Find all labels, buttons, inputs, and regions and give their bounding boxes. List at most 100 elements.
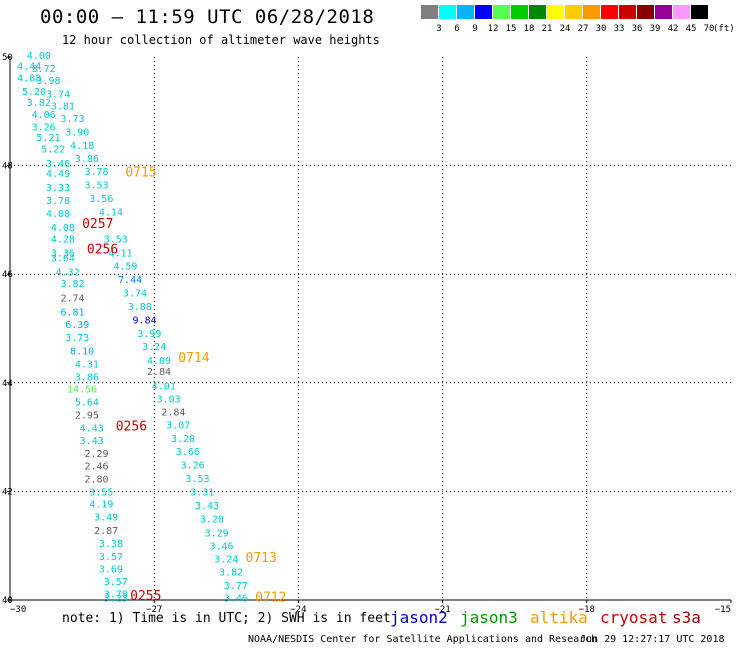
color-scale-label: 70 <box>703 24 715 34</box>
wave-height-value: 3.57 <box>99 552 123 563</box>
pass-time-label: 0713 <box>246 551 277 566</box>
wave-height-value: 4.88 <box>17 73 41 84</box>
x-tick-label: −21 <box>434 605 450 615</box>
wave-height-value: 3.78 <box>84 167 108 178</box>
wave-height-value: 3.64 <box>51 254 75 265</box>
pass-time-label: 0712 <box>255 591 286 606</box>
wave-height-value: 3.26 <box>32 122 56 133</box>
wave-height-value: 2.29 <box>84 449 108 460</box>
satellite-s3a: s3a <box>672 608 701 627</box>
color-swatch <box>619 5 636 19</box>
wave-height-value: 3.53 <box>84 180 108 191</box>
color-swatch <box>421 5 438 19</box>
wave-height-value: 3.74 <box>123 288 147 299</box>
color-swatch <box>529 5 546 19</box>
wave-height-value: 3.46 <box>46 159 70 170</box>
x-tick-label: −27 <box>146 605 162 615</box>
wave-height-value: 4.00 <box>27 51 51 62</box>
wave-height-value: 8.10 <box>70 347 94 358</box>
color-scale-label: 39 <box>649 24 661 34</box>
wave-height-value: 3.43 <box>80 436 104 447</box>
wave-height-value: 3.07 <box>166 420 190 431</box>
wave-height-value: 3.69 <box>99 564 123 575</box>
wave-height-value: 3.20 <box>171 434 195 445</box>
wave-height-value: 2.80 <box>84 475 108 486</box>
page-subtitle: 12 hour collection of altimeter wave hei… <box>62 33 380 47</box>
wave-height-value: 4.09 <box>147 356 171 367</box>
wave-height-value: 4.49 <box>46 169 70 180</box>
footer-note: note: 1) Time is in UTC; 2) SWH is in fe… <box>62 611 391 626</box>
color-scale-label: 36 <box>631 24 643 34</box>
wave-height-value: 3.78 <box>46 196 70 207</box>
y-tick-label: 50 <box>2 53 13 63</box>
credit-text: NOAA/NESDIS Center for Satellite Applica… <box>248 634 598 645</box>
satellite-altika: altika <box>530 608 588 627</box>
wave-height-value: 4.31 <box>75 360 99 371</box>
y-tick-label: 48 <box>2 162 13 172</box>
wave-height-value: 3.24 <box>142 342 166 353</box>
wave-height-value: 3.36 <box>51 248 75 259</box>
wave-height-value: 5.21 <box>36 133 60 144</box>
wave-height-value: 3.82 <box>60 279 84 290</box>
color-swatch <box>493 5 510 19</box>
satellite-jason2: jason2 <box>390 608 448 627</box>
wave-height-value: 3.46 <box>209 542 233 553</box>
wave-height-value: 3.81 <box>51 102 75 113</box>
wave-height-value: 3.82 <box>219 568 243 579</box>
wave-height-value: 3.99 <box>137 329 161 340</box>
color-scale-label: 21 <box>541 24 553 34</box>
wave-height-value: 3.46 <box>224 594 248 605</box>
pass-time-label: 0255 <box>130 589 161 604</box>
wave-height-value: 3.78 <box>104 589 128 600</box>
color-swatch <box>457 5 474 19</box>
wave-height-value: 3.98 <box>36 76 60 87</box>
wave-height-value: 4.14 <box>99 208 123 219</box>
pass-time-label: 0257 <box>82 217 113 232</box>
wave-height-value: 3.77 <box>224 581 248 592</box>
wave-height-value: 3.74 <box>46 90 70 101</box>
wave-height-value: 2.74 <box>60 293 84 304</box>
wave-height-value: 3.55 <box>89 488 113 499</box>
wave-height-value: 2.84 <box>147 367 171 378</box>
color-scale-label: 33 <box>613 24 625 34</box>
wave-height-value: 3.43 <box>195 501 219 512</box>
y-tick-label: 46 <box>2 270 13 280</box>
wave-height-value: 3.49 <box>94 513 118 524</box>
wave-height-value: 3.72 <box>32 64 56 75</box>
color-swatch <box>601 5 618 19</box>
x-tick-label: −15 <box>715 605 731 615</box>
wave-height-value: 3.86 <box>75 154 99 165</box>
wave-height-value: 4.08 <box>51 223 75 234</box>
color-swatch <box>475 5 492 19</box>
color-swatch <box>511 5 528 19</box>
wave-height-value: 5.64 <box>75 398 99 409</box>
color-scale-label: 30 <box>595 24 607 34</box>
generated-timestamp: Jun 29 12:27:17 UTC 2018 <box>580 634 725 645</box>
wave-height-value: 5.22 <box>41 145 65 156</box>
wave-height-value: 3.73 <box>60 114 84 125</box>
color-scale-label: 27 <box>577 24 589 34</box>
wave-height-value: 2.84 <box>161 407 185 418</box>
pass-time-label: 0714 <box>178 351 209 366</box>
pass-time-label: 0256 <box>87 243 118 258</box>
wave-height-value: 2.87 <box>94 526 118 537</box>
wave-height-value: 3.86 <box>75 373 99 384</box>
wave-height-value: 4.44 <box>17 61 41 72</box>
color-swatch <box>691 5 708 19</box>
wave-height-value: 3.20 <box>200 514 224 525</box>
wave-height-value: 3.53 <box>104 235 128 246</box>
wave-height-value: 3.33 <box>46 183 70 194</box>
wave-height-value: 3.73 <box>65 333 89 344</box>
wave-height-value: 2.95 <box>75 411 99 422</box>
wave-height-value: 3.31 <box>190 488 214 499</box>
color-swatch <box>583 5 600 19</box>
color-scale-label: 24 <box>559 24 571 34</box>
page-title: 00:00 – 11:59 UTC 06/28/2018 <box>40 6 375 28</box>
y-tick-label: 44 <box>2 379 13 389</box>
color-swatch <box>565 5 582 19</box>
color-swatch <box>439 5 456 19</box>
wave-height-value: 3.82 <box>27 98 51 109</box>
pass-time-label: 0256 <box>116 420 147 435</box>
wave-height-value: 3.88 <box>128 302 152 313</box>
wave-height-value: 6.81 <box>60 307 84 318</box>
